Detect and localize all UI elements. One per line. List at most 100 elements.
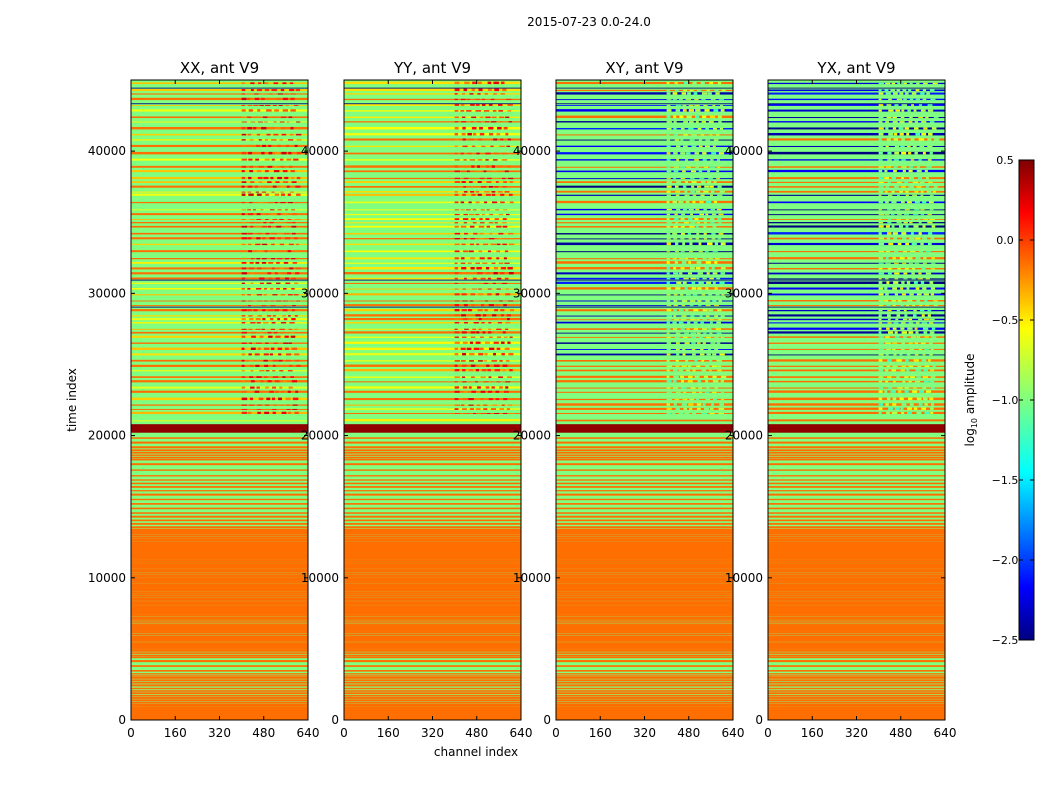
heatmap-patch [241, 193, 246, 196]
heatmap-patch [501, 282, 508, 284]
heatmap-patch [666, 294, 671, 296]
heatmap-patch [248, 243, 252, 246]
heatmap-patch [890, 89, 896, 92]
heatmap-band [556, 475, 733, 477]
heatmap-patch [496, 347, 501, 350]
heatmap-patch [454, 293, 460, 296]
colorbar-tick-label: 0.5 [996, 154, 1014, 167]
heatmap-patch [696, 233, 700, 235]
heatmap-patch [711, 403, 715, 406]
heatmap-patch [885, 262, 891, 264]
heatmap-patch [913, 214, 919, 216]
heatmap-patch [929, 151, 933, 155]
heatmap-band [131, 503, 308, 505]
heatmap-patch [273, 342, 278, 344]
heatmap-patch [878, 376, 884, 378]
heatmap-patch [293, 158, 299, 161]
heatmap-patch [263, 176, 269, 180]
heatmap-patch [698, 387, 703, 389]
heatmap-patch [927, 138, 932, 141]
heatmap-stripe [768, 121, 945, 123]
y-tick-label: 20000 [88, 429, 126, 443]
heatmap-patch [714, 242, 719, 246]
heatmap-patch [682, 170, 686, 173]
heatmap-patch [241, 93, 246, 95]
heatmap-band [768, 636, 945, 639]
heatmap-patch [249, 201, 253, 204]
heatmap-band [131, 601, 308, 603]
heatmap-dark-line [131, 87, 308, 89]
heatmap-patch [666, 238, 671, 240]
heatmap-band [344, 531, 521, 533]
heatmap-patch [258, 82, 262, 85]
heatmap-patch [469, 159, 476, 161]
heatmap-patch [477, 308, 483, 312]
heatmap-band [556, 565, 733, 568]
heatmap-patch [498, 376, 504, 378]
heatmap-patch [488, 328, 492, 330]
heatmap-band [344, 581, 521, 584]
heatmap-patch [689, 242, 693, 246]
heatmap-band [344, 616, 521, 618]
heatmap-patch [454, 390, 460, 393]
heatmap-stripe [556, 115, 733, 119]
heatmap-patch [909, 82, 913, 85]
heatmap-band [131, 692, 308, 695]
heatmap-patch [249, 261, 254, 264]
heatmap-band [556, 538, 733, 541]
heatmap-patch [469, 93, 474, 95]
heatmap-patch [891, 190, 895, 193]
heatmap-stripe [131, 342, 308, 344]
heatmap-stripe [768, 262, 945, 264]
heatmap-patch [913, 407, 918, 410]
heatmap-patch [898, 127, 904, 130]
heatmap-patch [666, 185, 672, 188]
heatmap-band [131, 482, 308, 485]
heatmap-band [131, 605, 308, 608]
heatmap-band [131, 493, 308, 496]
heatmap-patch [715, 92, 720, 95]
heatmap-patch [908, 151, 912, 155]
heatmap-patch [675, 222, 679, 224]
heatmap-patch [496, 328, 502, 330]
heatmap-patch [713, 139, 719, 141]
heatmap-band [131, 636, 308, 639]
heatmap-patch [250, 181, 255, 183]
heatmap-patch [241, 243, 246, 246]
heatmap-patch [924, 403, 928, 406]
heatmap-patch [278, 232, 283, 235]
heatmap-band [131, 665, 308, 667]
heatmap-patch [884, 190, 888, 193]
colorbar-tick-label: −0.5 [992, 314, 1019, 327]
heatmap-patch [491, 191, 496, 193]
heatmap-band [768, 681, 945, 684]
heatmap-patch [494, 364, 500, 367]
heatmap-patch [721, 89, 726, 92]
heatmap-patch [479, 336, 484, 338]
heatmap-patch [484, 308, 488, 312]
heatmap-patch [250, 322, 256, 324]
heatmap-patch [463, 88, 467, 92]
heatmap-patch [241, 219, 246, 220]
heatmap-patch [462, 341, 468, 344]
heatmap-stripe [768, 89, 945, 92]
heatmap-stripe [344, 103, 521, 106]
heatmap-band [344, 578, 521, 581]
heatmap-patch [476, 103, 480, 106]
heatmap-stripe [556, 242, 733, 246]
heatmap-patch [902, 262, 907, 264]
heatmap-stripe [556, 89, 733, 92]
heatmap-patch [717, 81, 722, 85]
heatmap-patch [893, 92, 898, 95]
heatmap-patch [682, 104, 687, 106]
heatmap-band [556, 703, 733, 706]
heatmap-patch [695, 226, 699, 228]
heatmap-patch [878, 387, 884, 389]
heatmap-stripe [556, 336, 733, 338]
heatmap-patch [256, 89, 262, 92]
heatmap-patch [282, 380, 287, 383]
heatmap-patch [691, 145, 697, 148]
heatmap-patch [461, 282, 466, 284]
heatmap-band [556, 681, 733, 684]
heatmap-patch [471, 177, 475, 180]
